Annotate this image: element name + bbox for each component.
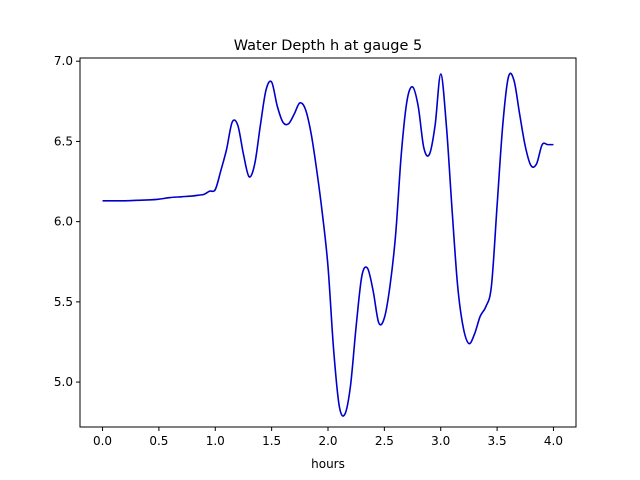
y-axis: 5.0 5.5 6.0 6.5 7.0 [54,54,80,389]
x-tick-label: 1.5 [262,434,281,448]
y-tick-label: 6.5 [54,134,73,148]
x-axis: 0.0 0.5 1.0 1.5 2.0 2.5 3.0 3.5 4.0 [93,427,563,448]
series-line-0 [102,72,554,417]
plot-frame [79,57,577,428]
x-tick-label: 0.5 [149,434,168,448]
x-axis-label: hours [311,457,345,471]
x-tick-label: 4.0 [544,434,563,448]
y-tick-label: 5.0 [54,375,73,389]
x-tick-label: 3.0 [431,434,450,448]
x-tick-label: 0.0 [93,434,112,448]
y-tick-label: 5.5 [54,295,73,309]
y-tick-label: 7.0 [54,54,73,68]
plot-area [79,57,577,428]
x-tick-label: 1.0 [206,434,225,448]
chart-title: Water Depth h at gauge 5 [234,38,422,54]
x-tick-label: 2.5 [375,434,394,448]
x-tick-label: 3.5 [488,434,507,448]
y-tick-label: 6.0 [54,215,73,229]
x-tick-label: 2.0 [318,434,337,448]
